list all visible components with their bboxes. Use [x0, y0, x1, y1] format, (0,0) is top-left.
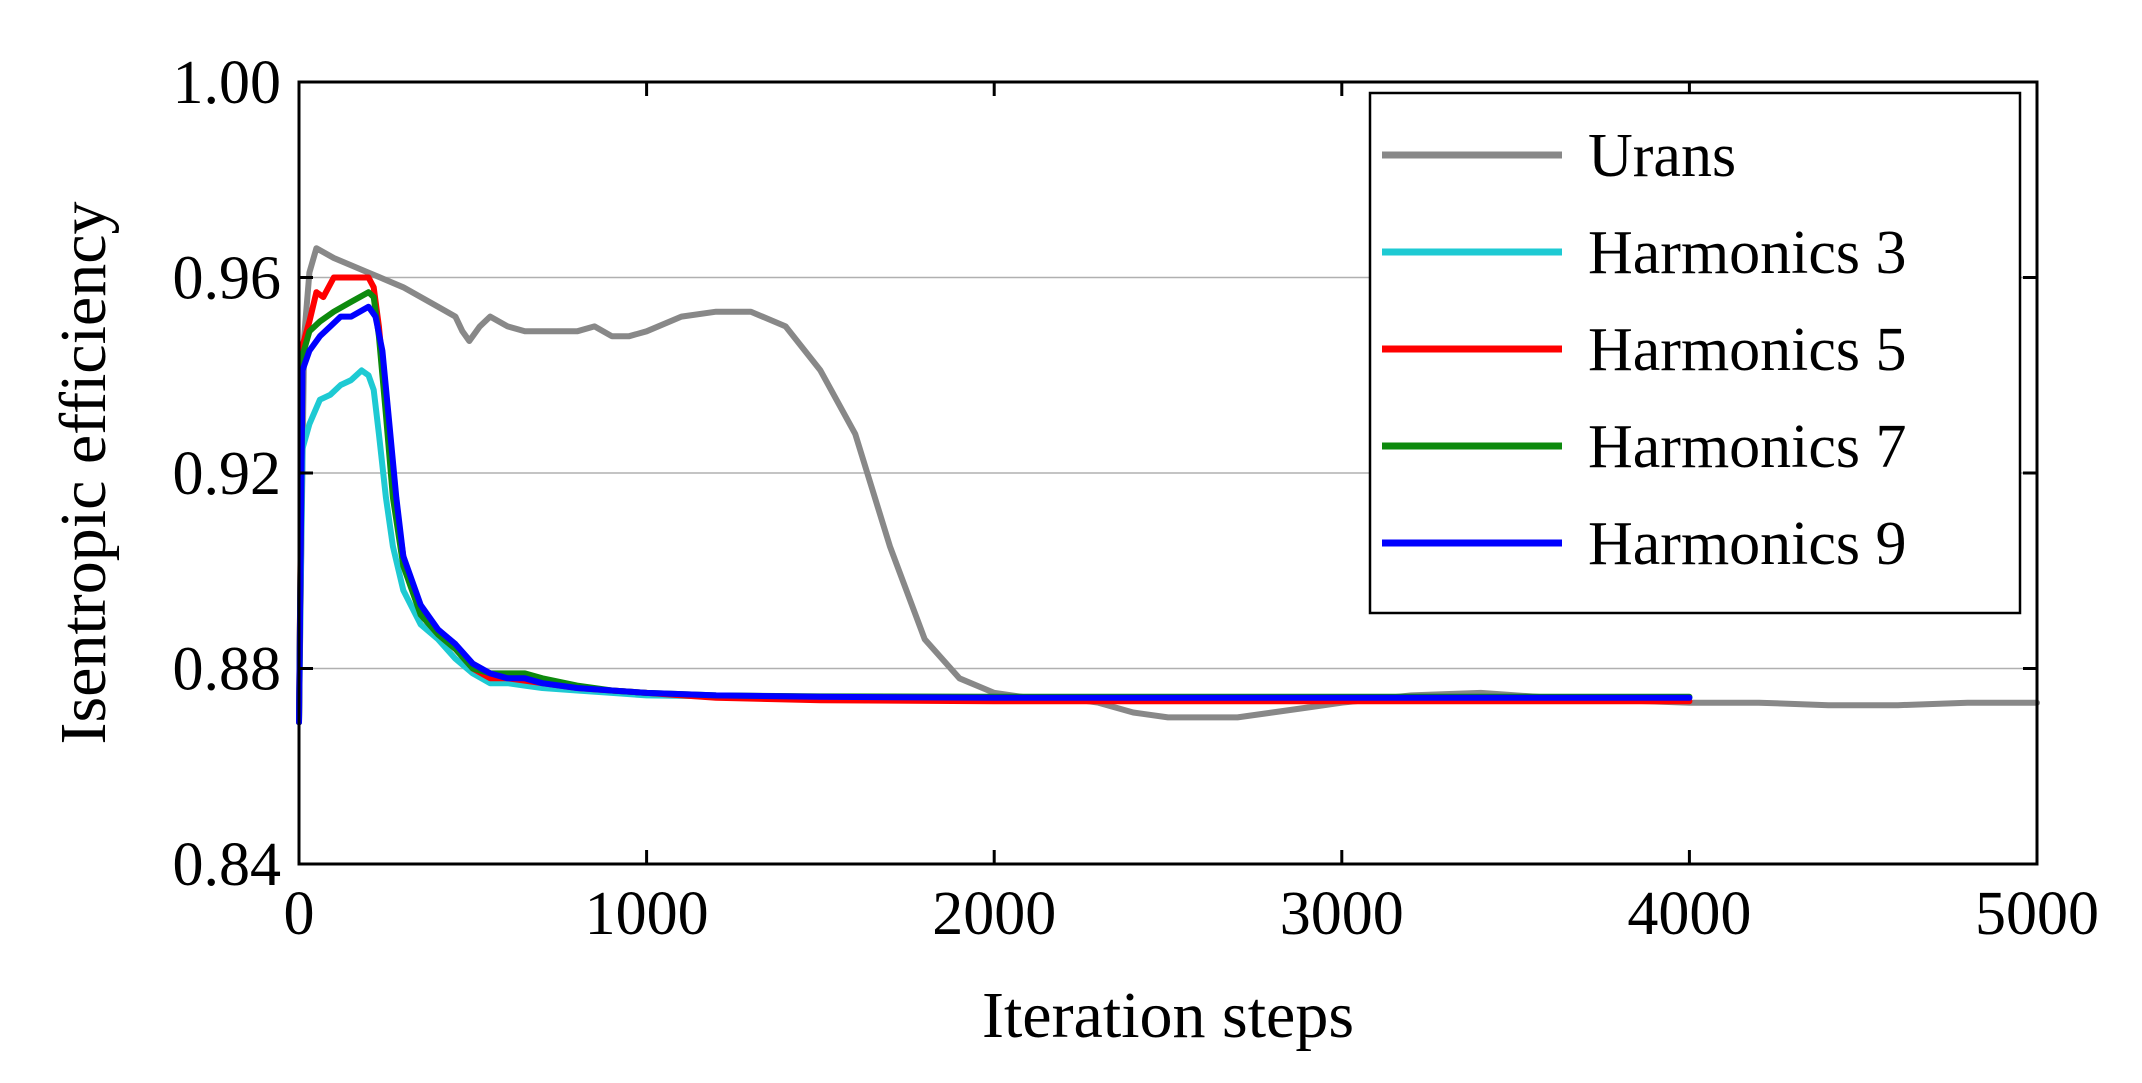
x-tick-label: 2000: [932, 880, 1056, 948]
legend-label-harmonics-5: Harmonics 5: [1588, 316, 1907, 384]
y-tick-label: 0.92: [173, 440, 282, 508]
series-line-harmonics-9: [296, 303, 1693, 726]
x-tick-label: 5000: [1975, 880, 2099, 948]
y-tick-labels: 0.84 0.88 0.92 0.96 1.00: [173, 49, 282, 899]
y-tick-label: 1.00: [173, 49, 282, 117]
legend-label-harmonics-9: Harmonics 9: [1588, 510, 1907, 578]
y-tick-label: 0.88: [173, 636, 282, 704]
x-tick-label: 4000: [1627, 880, 1751, 948]
x-tick-label: 1000: [585, 880, 709, 948]
y-axis-title: Isentropic efficiency: [47, 201, 120, 744]
series-line-urans: [296, 245, 2040, 726]
legend: Urans Harmonics 3 Harmonics 5 Harmonics 7 Ha…: [1368, 91, 2022, 615]
x-axis-title: Iteration steps: [982, 979, 1354, 1052]
series-lines: [296, 245, 2040, 726]
legend-box: [1368, 91, 2022, 615]
axis-ticks: [297, 80, 2039, 866]
legend-label-urans: Urans: [1588, 122, 1736, 190]
legend-label-harmonics-3: Harmonics 3: [1588, 219, 1907, 287]
x-tick-label: 0: [284, 880, 315, 948]
y-tick-label: 0.84: [173, 831, 282, 899]
x-tick-labels: 0 1000 2000 3000 4000 5000: [284, 880, 2100, 948]
y-tick-label: 0.96: [173, 245, 282, 313]
x-tick-label: 3000: [1280, 880, 1404, 948]
legend-label-harmonics-7: Harmonics 7: [1588, 413, 1907, 481]
